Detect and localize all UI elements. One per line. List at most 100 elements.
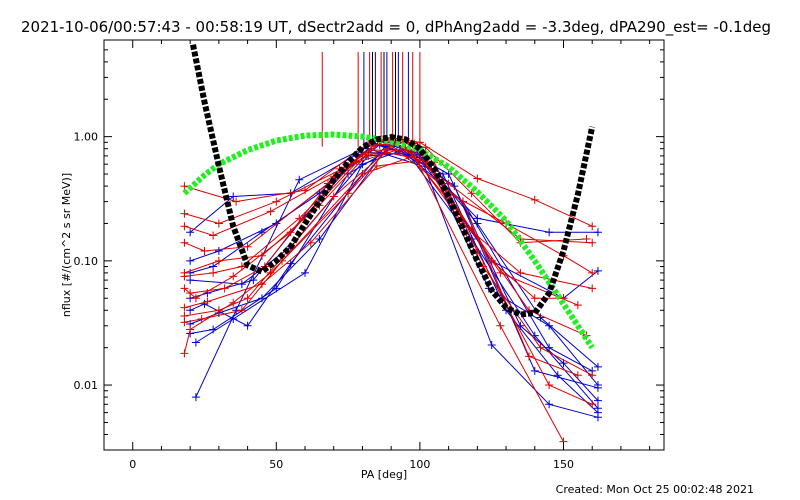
pitch-angle-markers	[321, 52, 421, 147]
data-point	[186, 256, 195, 265]
chart-title: 2021-10-06/00:57:43 - 00:58:19 UT, dSect…	[21, 18, 771, 37]
data-point	[214, 219, 223, 228]
data-point	[593, 228, 602, 237]
data-point	[180, 349, 189, 358]
data-point	[593, 266, 602, 275]
data-point	[525, 352, 534, 361]
data-point	[545, 321, 554, 330]
data-point	[197, 315, 206, 324]
series-red	[180, 141, 582, 380]
data-point	[516, 268, 525, 277]
data-point	[559, 359, 568, 368]
data-point	[243, 321, 252, 330]
data-point	[496, 321, 505, 330]
data-point	[530, 195, 539, 204]
data-point	[458, 197, 467, 206]
data-point	[593, 383, 602, 392]
data-point	[237, 280, 246, 289]
data-point	[180, 272, 189, 281]
data-point	[588, 238, 597, 247]
data-point	[530, 294, 539, 303]
series-blue	[186, 138, 602, 422]
data-point	[593, 362, 602, 371]
data-point	[593, 413, 602, 422]
plot-frame	[103, 39, 665, 451]
data-point	[237, 306, 246, 315]
data-point	[588, 268, 597, 277]
data-point	[315, 234, 324, 243]
data-point	[191, 393, 200, 402]
data-point	[257, 251, 266, 260]
series-line	[184, 152, 593, 289]
data-point	[306, 238, 315, 247]
axes: 0 50 100 150 0.01 0.10 1.00	[74, 39, 664, 471]
x-axis-label: PA [deg]	[361, 468, 407, 481]
fit-curves	[182, 44, 596, 350]
data-point	[588, 222, 597, 231]
data-point	[545, 228, 554, 237]
x-tick-label: 100	[409, 458, 430, 471]
data-point	[358, 160, 367, 169]
y-tick-label: 0.10	[74, 255, 99, 268]
data-point	[367, 146, 376, 155]
data-point	[444, 170, 453, 179]
data-series	[180, 133, 602, 446]
data-point	[214, 247, 223, 256]
data-point	[415, 138, 424, 147]
created-timestamp: Created: Mon Oct 25 00:02:48 2021	[556, 483, 754, 496]
data-point	[243, 242, 252, 251]
data-point	[180, 303, 189, 312]
data-point	[229, 298, 238, 307]
y-tick-label: 1.00	[74, 131, 99, 144]
series-line	[184, 141, 593, 274]
series-line	[190, 144, 599, 299]
data-point	[545, 381, 554, 390]
data-point	[329, 192, 338, 201]
data-point	[209, 231, 218, 240]
green-fit-curve	[182, 131, 595, 350]
data-point	[444, 179, 453, 188]
data-point	[203, 297, 212, 306]
data-point	[487, 341, 496, 350]
data-point	[553, 371, 562, 380]
series-red	[180, 151, 568, 446]
data-point	[186, 276, 195, 285]
data-point	[588, 284, 597, 293]
x-tick-label: 150	[553, 458, 574, 471]
data-point	[473, 219, 482, 228]
data-point	[229, 192, 238, 201]
data-point	[588, 371, 597, 380]
data-point	[266, 268, 275, 277]
series-line	[184, 155, 564, 442]
series-blue	[186, 148, 602, 371]
data-point	[180, 222, 189, 231]
data-point	[573, 301, 582, 310]
data-point	[180, 209, 189, 218]
data-point	[266, 207, 275, 216]
series-line	[184, 151, 593, 405]
series-line	[195, 142, 593, 398]
data-point	[530, 366, 539, 375]
series-blue	[186, 140, 602, 303]
data-point	[220, 284, 229, 293]
data-point	[180, 318, 189, 327]
data-point	[186, 325, 195, 334]
data-point	[545, 343, 554, 352]
data-point	[186, 289, 195, 298]
data-point	[301, 268, 310, 277]
series-red	[186, 139, 597, 298]
data-point	[545, 400, 554, 409]
data-point	[536, 313, 545, 322]
data-point	[180, 284, 189, 293]
data-point	[209, 268, 218, 277]
series-line	[190, 142, 593, 294]
data-point	[191, 338, 200, 347]
data-point	[180, 182, 189, 191]
data-point	[473, 174, 482, 183]
data-point	[200, 247, 209, 256]
data-point	[573, 371, 582, 380]
data-point	[582, 234, 591, 243]
series-line	[195, 149, 599, 389]
data-point	[214, 256, 223, 265]
